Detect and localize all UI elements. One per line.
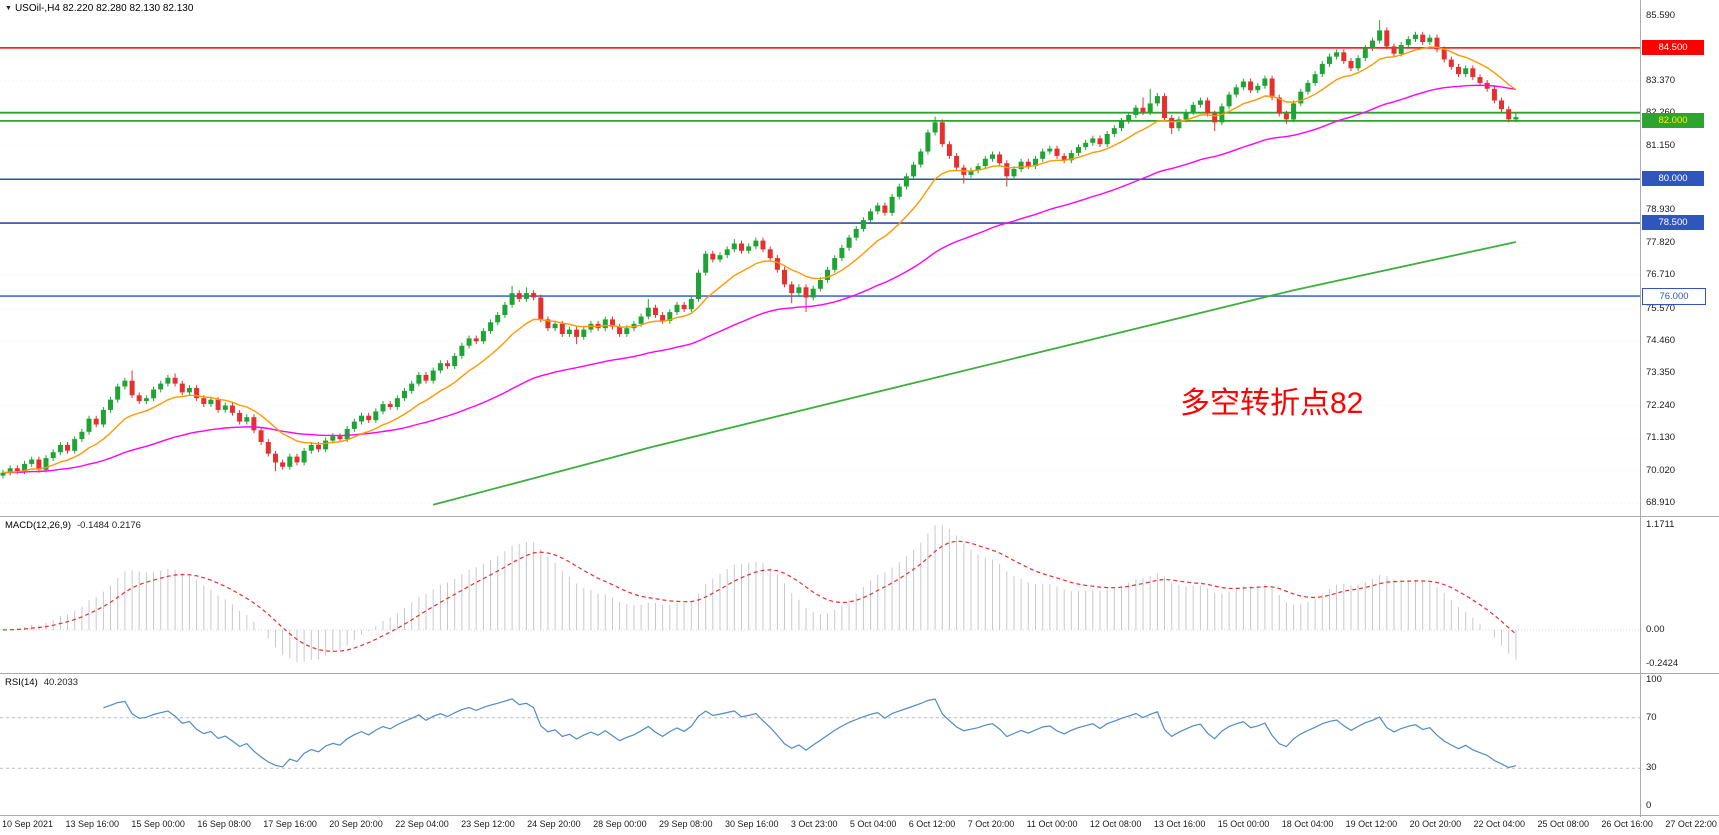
time-axis-label: 20 Oct 20:00	[1409, 819, 1462, 829]
time-axis-label: 13 Sep 16:00	[65, 819, 119, 829]
macd-axis-label: 1.1711	[1646, 519, 1675, 530]
symbol-dropdown-icon: ▼	[5, 5, 12, 12]
time-axis-label: 23 Sep 12:00	[461, 819, 515, 829]
panel-separator	[0, 516, 1719, 517]
macd-label: MACD(12,26,9)	[5, 520, 71, 531]
price-axis-label: 74.460	[1646, 334, 1676, 346]
time-axis-label: 6 Oct 12:00	[908, 819, 956, 829]
rsi-header: RSI(14) 40.2033	[5, 677, 78, 688]
price-axis-label: 70.020	[1646, 464, 1676, 476]
time-axis-label: 5 Oct 04:00	[849, 819, 897, 829]
price-axis-label: 68.910	[1646, 497, 1676, 509]
time-axis-label: 25 Oct 08:00	[1537, 819, 1589, 829]
symbol-info-bar: ▼ USOil-,H4 82.220 82.280 82.130 82.130	[5, 3, 193, 14]
price-level-badge: 82.000	[1642, 112, 1704, 128]
time-axis-label: 27 Oct 22:00	[1665, 819, 1717, 829]
ma-fast-line	[2, 46, 1517, 474]
rsi-label: RSI(14)	[5, 677, 38, 688]
ma-slow-line	[432, 241, 1517, 506]
time-axis[interactable]: 10 Sep 2021 13 Sep 16:00 15 Sep 00:00 16 Se…	[0, 817, 1719, 835]
price-axis-line	[1640, 0, 1641, 817]
macd-axis[interactable]: 1.1711 0.00 -0.2424	[1641, 517, 1719, 672]
symbol-ohlc-text: USOil-,H4 82.220 82.280 82.130 82.130	[14, 3, 194, 14]
macd-panel[interactable]: 1.1711 0.00 -0.2424 MACD(12,26,9) -0.1484 0…	[0, 517, 1719, 672]
time-axis-label: 22 Sep 04:00	[395, 819, 449, 829]
candlestick-series	[0, 20, 1519, 479]
price-axis-label: 72.240	[1646, 399, 1676, 411]
price-axis-label: 78.930	[1646, 204, 1676, 216]
main-price-panel[interactable]: 85.590 83.370 82.260 81.150 78.930 77.820 76.7…	[0, 0, 1719, 515]
ma-mid-line	[2, 84, 1517, 474]
time-axis-label: 22 Oct 04:00	[1473, 819, 1526, 829]
price-level-badge: 76.000	[1642, 288, 1706, 306]
rsi-line	[103, 698, 1517, 769]
panel-separator	[0, 673, 1719, 674]
time-axis-label: 29 Sep 08:00	[659, 819, 713, 829]
horizontal-level-lines	[0, 47, 1640, 297]
macd-values: -0.1484 0.2176	[77, 520, 141, 531]
price-axis-label: 83.370	[1646, 74, 1676, 86]
price-axis[interactable]: 85.590 83.370 82.260 81.150 78.930 77.820 76.7…	[1641, 0, 1719, 515]
rsi-panel[interactable]: 100 70 30 0 RSI(14) 40.2033	[0, 674, 1719, 814]
time-axis-label: 26 Oct 16:00	[1601, 819, 1653, 829]
chart-text-annotation: 多空转折点82	[1180, 387, 1364, 420]
time-axis-label: 15 Sep 00:00	[131, 819, 185, 829]
price-axis-label: 77.820	[1646, 236, 1676, 248]
price-level-badge: 78.500	[1642, 215, 1704, 231]
macd-header: MACD(12,26,9) -0.1484 0.2176	[5, 520, 141, 531]
time-axis-label: 24 Sep 20:00	[527, 819, 581, 829]
macd-canvas[interactable]	[0, 517, 1640, 672]
rsi-axis[interactable]: 100 70 30 0	[1641, 674, 1719, 814]
macd-axis-label: 0.00	[1646, 623, 1665, 635]
main-chart-canvas[interactable]	[0, 0, 1640, 515]
time-axis-label: 12 Oct 08:00	[1089, 819, 1142, 829]
time-axis-label: 18 Oct 04:00	[1281, 819, 1334, 829]
price-level-badge: 80.000	[1642, 171, 1704, 187]
time-axis-label: 11 Oct 00:00	[1026, 819, 1078, 829]
price-axis-label: 71.130	[1646, 432, 1676, 444]
rsi-canvas[interactable]	[0, 674, 1640, 814]
time-axis-label: 19 Oct 12:00	[1345, 819, 1398, 829]
time-axis-label: 15 Oct 00:00	[1217, 819, 1270, 829]
macd-histogram	[9, 525, 1517, 662]
rsi-axis-label: 70	[1646, 711, 1657, 723]
time-axis-label: 28 Sep 00:00	[593, 819, 647, 829]
price-axis-label: 85.590	[1646, 10, 1676, 22]
rsi-axis-label: 100	[1646, 674, 1662, 685]
price-axis-label: 81.150	[1646, 139, 1676, 151]
price-axis-label: 82.260	[1646, 107, 1675, 118]
time-axis-label: 30 Sep 16:00	[724, 819, 779, 829]
rsi-axis-label: 0	[1646, 800, 1652, 811]
price-axis-label: 73.350	[1646, 367, 1676, 379]
macd-axis-label: -0.2424	[1646, 658, 1679, 669]
macd-signal-line	[2, 540, 1517, 652]
price-axis-label: 76.710	[1646, 269, 1676, 281]
grid-lines	[0, 15, 1640, 504]
time-axis-label: 16 Sep 08:00	[197, 819, 251, 829]
time-axis-label: 20 Sep 20:00	[329, 819, 383, 829]
time-axis-label: 3 Oct 23:00	[790, 819, 838, 829]
panel-separator	[0, 815, 1719, 816]
price-level-badge: 84.500	[1642, 39, 1704, 55]
rsi-value: 40.2033	[43, 677, 79, 688]
rsi-axis-label: 30	[1646, 762, 1657, 774]
time-axis-label: 7 Oct 20:00	[967, 819, 1015, 829]
time-axis-label: 13 Oct 16:00	[1153, 819, 1206, 829]
time-axis-label: 17 Sep 16:00	[263, 819, 317, 829]
price-axis-label: 75.570	[1646, 302, 1676, 314]
time-axis-label: 10 Sep 2021	[2, 819, 54, 829]
